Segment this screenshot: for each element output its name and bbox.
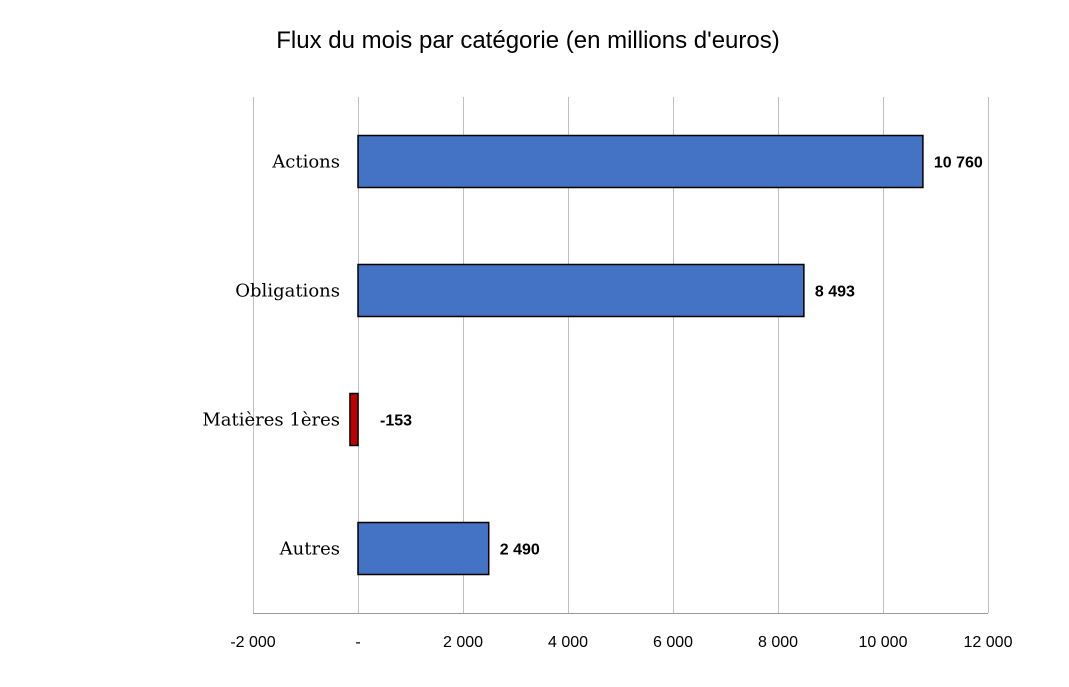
data-label-0: 10 760 [934,155,983,172]
category-label-2: Matières 1ères [202,410,340,431]
data-labels: 10 760 8 493 -153 2 490 [380,155,983,559]
x-tick-label-2: 2 000 [443,634,483,651]
data-label-3: 2 490 [500,542,540,559]
bar-2 [349,392,359,447]
bar-0 [357,134,924,189]
x-tick-label-1: - [355,634,360,651]
category-labels: Actions Obligations Matières 1ères Autres [202,152,340,560]
bar-3 [357,521,490,576]
category-label-0: Actions [271,152,340,173]
data-label-1: 8 493 [815,284,855,301]
category-label-3: Autres [279,539,340,560]
category-label-1: Obligations [235,281,340,302]
x-axis-tick-labels: -2 000-2 000 4 000 6 000 8 000 10 000 12 000 [230,634,1012,651]
chart-title: Flux du mois par catégorie (en millions … [276,27,779,54]
x-tick-label-6: 10 000 [859,634,908,651]
bar-1 [357,263,805,318]
x-tick-label-3: 4 000 [548,634,588,651]
x-tick-label-5: 8 000 [758,634,798,651]
x-tick-label-7: 12 000 [964,634,1013,651]
data-label-2: -153 [380,413,412,430]
x-tick-label-0: -2 000 [230,634,275,651]
bars [349,134,924,576]
x-tick-label-4: 6 000 [653,634,693,651]
